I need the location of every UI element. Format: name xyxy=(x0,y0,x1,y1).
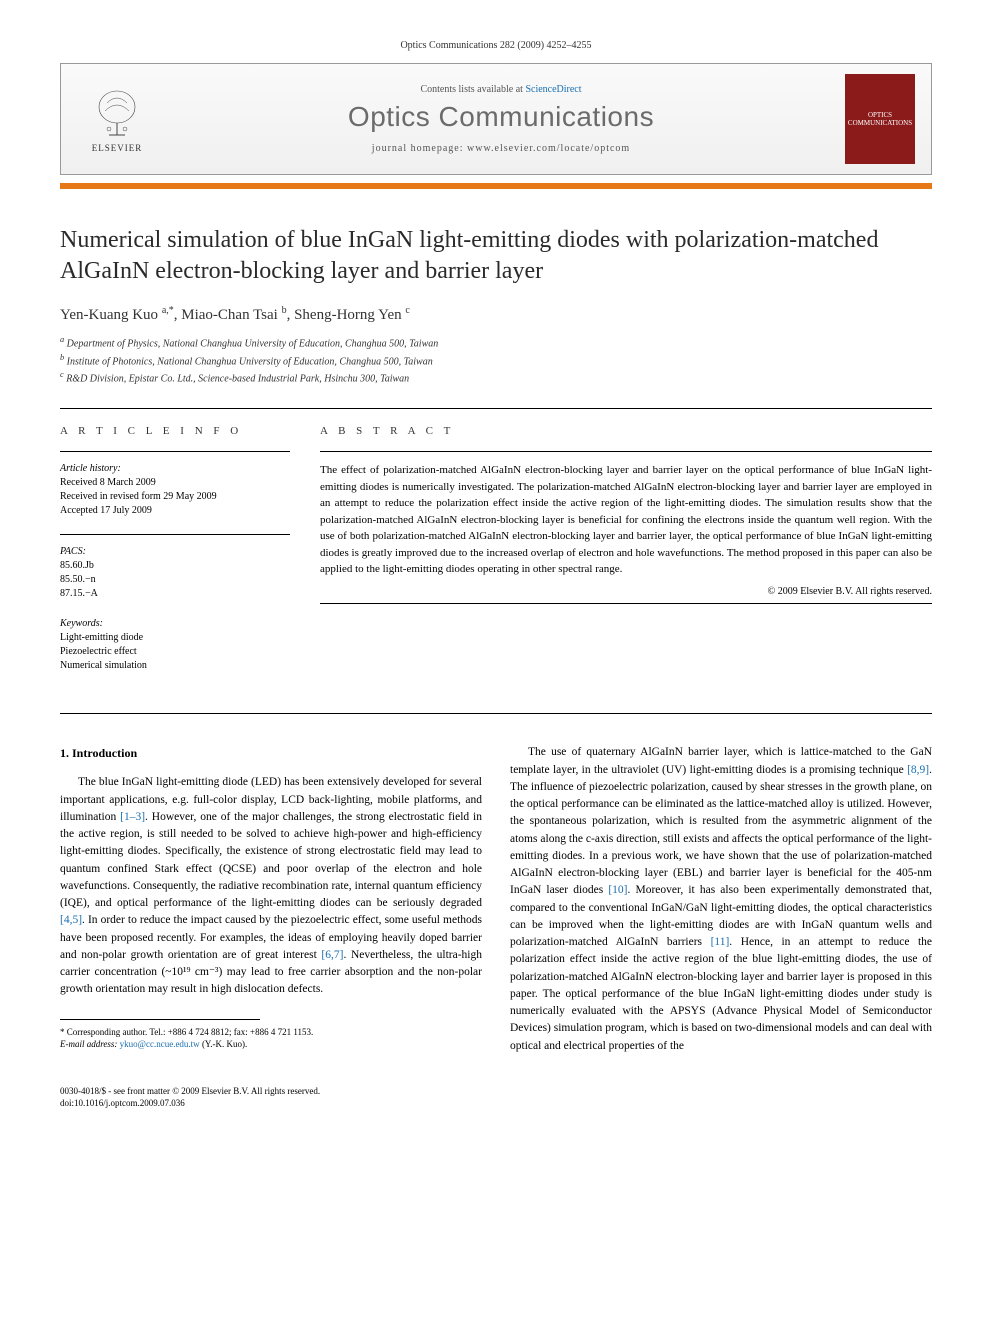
pacs-block: PACS: 85.60.Jb 85.50.−n 87.15.−A xyxy=(60,545,290,601)
ref-link[interactable]: [1–3] xyxy=(120,811,145,823)
corresponding-author-footnote: * Corresponding author. Tel.: +886 4 724… xyxy=(60,1026,482,1051)
abstract-heading: A B S T R A C T xyxy=(320,425,932,437)
ref-link[interactable]: [8,9] xyxy=(907,764,929,776)
body-text: 1. Introduction The blue InGaN light-emi… xyxy=(60,744,932,1067)
publisher-logo: ELSEVIER xyxy=(77,79,157,159)
availability-line: Contents lists available at ScienceDirec… xyxy=(157,84,845,95)
ref-link[interactable]: [4,5] xyxy=(60,914,82,926)
affiliations: a Department of Physics, National Changh… xyxy=(60,334,932,386)
journal-name: Optics Communications xyxy=(157,101,845,133)
abstract-column: A B S T R A C T The effect of polarizati… xyxy=(320,425,932,689)
article-info-heading: A R T I C L E I N F O xyxy=(60,425,290,437)
header-citation: Optics Communications 282 (2009) 4252–42… xyxy=(60,40,932,51)
journal-homepage: journal homepage: www.elsevier.com/locat… xyxy=(157,143,845,154)
email-link[interactable]: ykuo@cc.ncue.edu.tw xyxy=(120,1039,200,1049)
ref-link[interactable]: [10] xyxy=(608,884,627,896)
ref-link[interactable]: [6,7] xyxy=(321,949,343,961)
journal-banner: ELSEVIER Contents lists available at Sci… xyxy=(60,63,932,175)
sciencedirect-link[interactable]: ScienceDirect xyxy=(525,84,581,95)
intro-para-1: The blue InGaN light-emitting diode (LED… xyxy=(60,774,482,998)
abstract-copyright: © 2009 Elsevier B.V. All rights reserved… xyxy=(320,586,932,597)
keywords-block: Keywords: Light-emitting diode Piezoelec… xyxy=(60,617,290,673)
elsevier-tree-icon xyxy=(89,85,145,141)
section-heading: 1. Introduction xyxy=(60,744,482,762)
banner-center: Contents lists available at ScienceDirec… xyxy=(157,84,845,154)
front-matter-line: 0030-4018/$ - see front matter © 2009 El… xyxy=(60,1085,932,1110)
authors: Yen-Kuang Kuo a,*, Miao-Chan Tsai b, She… xyxy=(60,305,932,324)
journal-cover-thumbnail: OPTICS COMMUNICATIONS xyxy=(845,74,915,164)
ref-link[interactable]: [11] xyxy=(711,936,730,948)
article-info-column: A R T I C L E I N F O Article history: R… xyxy=(60,425,290,689)
divider xyxy=(60,713,932,714)
accent-bar xyxy=(60,183,932,189)
article-history: Article history: Received 8 March 2009 R… xyxy=(60,462,290,518)
abstract-text: The effect of polarization-matched AlGaI… xyxy=(320,462,932,578)
intro-para-2: The use of quaternary AlGaInN barrier la… xyxy=(510,744,932,1055)
footnote-divider xyxy=(60,1019,260,1020)
publisher-name: ELSEVIER xyxy=(92,143,143,153)
article-title: Numerical simulation of blue InGaN light… xyxy=(60,225,932,287)
